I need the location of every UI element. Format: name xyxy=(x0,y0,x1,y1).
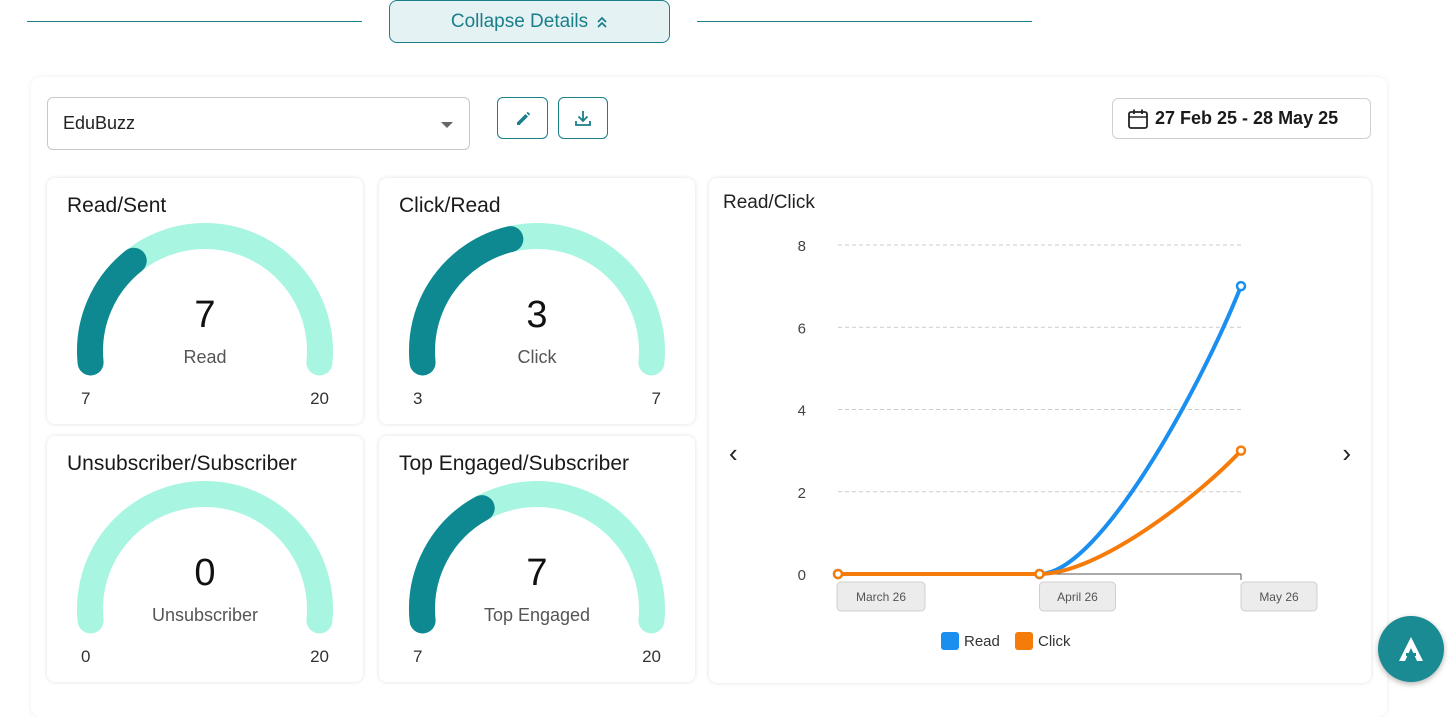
logo-a-icon xyxy=(1399,637,1423,661)
data-point-click[interactable] xyxy=(1235,445,1247,456)
chevron-right-icon[interactable]: › xyxy=(1342,438,1351,468)
edit-button[interactable] xyxy=(497,97,548,139)
collapse-details-button[interactable]: Collapse Details xyxy=(389,0,670,43)
x-tick-label: March 26 xyxy=(856,590,906,604)
y-tick-label: 2 xyxy=(798,485,806,502)
gauge-label: Top Engaged xyxy=(483,605,591,625)
y-tick-label: 4 xyxy=(798,403,806,420)
data-point-click[interactable] xyxy=(1034,568,1045,580)
gauge-label: Click xyxy=(517,347,557,367)
gauge-title: Click/Read xyxy=(399,194,501,217)
gauge-value: 0 xyxy=(194,552,216,594)
calendar-icon xyxy=(1128,109,1148,129)
x-tick-label: April 26 xyxy=(1057,590,1098,604)
account-select-value: EduBuzz xyxy=(63,113,136,133)
gauge-min: 0 xyxy=(81,647,91,666)
gauge-max: 20 xyxy=(310,647,329,666)
collapse-label: Collapse Details xyxy=(450,10,589,32)
gauge-fill xyxy=(409,495,495,634)
account-select[interactable]: EduBuzz xyxy=(47,97,470,150)
legend-label-read[interactable]: Read xyxy=(964,633,1000,650)
chart-title: Read/Click xyxy=(723,192,815,213)
gauge-value: 3 xyxy=(526,294,548,336)
gauge-fill xyxy=(409,226,524,376)
gauge-value: 7 xyxy=(194,294,216,336)
read-click-chart-card: Read/Click 0 2 4 6 8 March 26 April 26 May 26 Re… xyxy=(709,178,1371,683)
y-tick-label: 8 xyxy=(798,238,806,255)
x-tick-chip xyxy=(1240,581,1318,612)
gauge-card-click-read: Click/Read 3 Click 3 7 xyxy=(379,178,695,424)
double-chevron-up-icon xyxy=(597,16,607,28)
gauge-title: Read/Sent xyxy=(67,194,167,217)
chevron-left-icon[interactable]: ‹ xyxy=(729,438,738,468)
line-chart: 0 2 4 6 8 March 26 April 26 May 26 Read Click xyxy=(798,238,1318,650)
gauge-max: 20 xyxy=(642,647,661,666)
series-line-click xyxy=(838,449,1243,576)
data-point-read[interactable] xyxy=(1235,280,1247,292)
gauge-label: Read xyxy=(183,347,227,367)
gauge-max: 7 xyxy=(651,389,661,408)
download-button[interactable] xyxy=(558,97,608,139)
gauge-track xyxy=(77,481,333,634)
gauge-min: 3 xyxy=(413,389,423,408)
gauge-title: Unsubscriber/Subscriber xyxy=(67,452,297,475)
legend-label-click[interactable]: Click xyxy=(1038,633,1071,650)
date-range-label: 27 Feb 25 - 28 May 25 xyxy=(1155,108,1339,128)
gauge-min: 7 xyxy=(81,389,91,408)
assistant-fab-button[interactable] xyxy=(1378,616,1444,682)
x-tick-chip xyxy=(1039,581,1116,612)
download-icon xyxy=(575,111,591,126)
date-range-button[interactable]: 27 Feb 25 - 28 May 25 xyxy=(1112,98,1371,139)
gauge-card-unsubscriber: Unsubscriber/Subscriber 0 Unsubscriber 0… xyxy=(47,436,363,682)
gauge-chart xyxy=(77,481,333,634)
y-tick-label: 6 xyxy=(798,320,806,337)
gauge-chart xyxy=(77,223,333,376)
divider-left xyxy=(27,21,362,22)
legend-swatch-read[interactable] xyxy=(941,632,959,650)
caret-down-icon xyxy=(441,122,453,128)
gauge-label: Unsubscriber xyxy=(151,605,259,625)
data-point-click[interactable] xyxy=(832,568,844,580)
pencil-icon xyxy=(516,111,530,125)
gauge-chart xyxy=(409,223,665,376)
series-line-read xyxy=(838,285,1243,576)
y-tick-label: 0 xyxy=(798,567,806,584)
gauge-min: 7 xyxy=(413,647,423,666)
gauge-max: 20 xyxy=(310,389,329,408)
gauge-value: 7 xyxy=(526,552,548,594)
gauge-fill xyxy=(77,247,147,376)
gauge-card-read-sent: Read/Sent 7 Read 7 20 xyxy=(47,178,363,424)
gauge-chart xyxy=(409,481,665,634)
divider-right xyxy=(697,21,1032,22)
legend-swatch-click[interactable] xyxy=(1015,632,1033,650)
x-tick-label: May 26 xyxy=(1259,590,1299,604)
gauge-title: Top Engaged/Subscriber xyxy=(399,452,629,475)
gauge-card-top-engaged: Top Engaged/Subscriber 7 Top Engaged 7 2… xyxy=(379,436,695,682)
x-tick-chip xyxy=(836,581,926,612)
